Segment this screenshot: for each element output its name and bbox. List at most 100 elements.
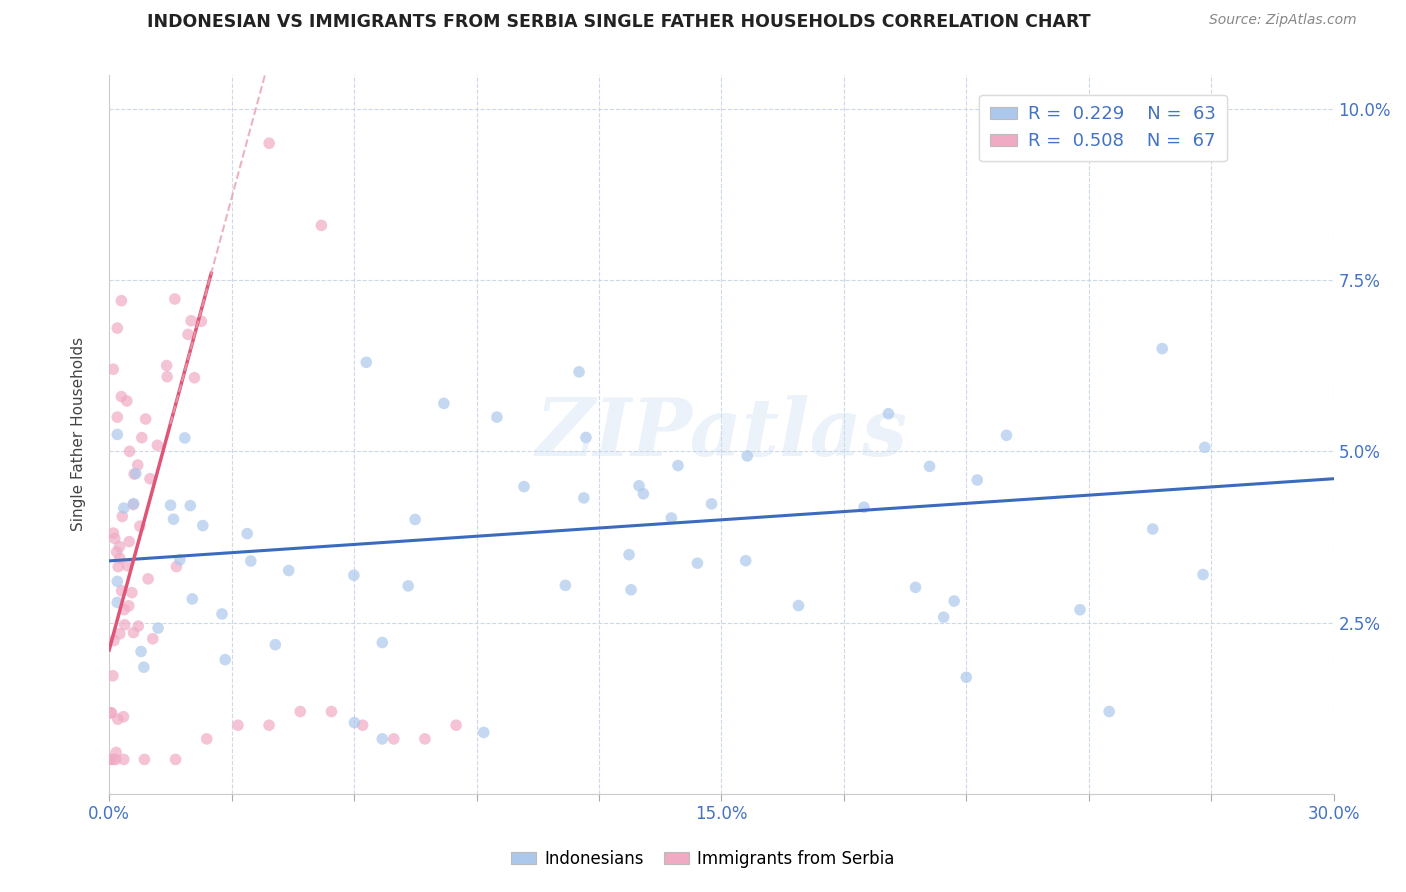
Point xyxy=(132,660,155,674)
Point xyxy=(110,583,132,598)
Point xyxy=(955,670,977,684)
Point xyxy=(98,752,121,766)
Point xyxy=(101,669,124,683)
Point xyxy=(122,625,145,640)
Point xyxy=(135,412,157,426)
Point xyxy=(659,511,682,525)
Point xyxy=(433,396,456,410)
Point xyxy=(114,617,136,632)
Point xyxy=(371,635,394,649)
Point xyxy=(513,480,536,494)
Point xyxy=(1069,603,1091,617)
Point xyxy=(734,554,756,568)
Point xyxy=(396,579,419,593)
Point xyxy=(134,752,156,766)
Point xyxy=(122,498,145,512)
Point xyxy=(177,327,200,342)
Point xyxy=(163,292,186,306)
Point xyxy=(165,559,187,574)
Point xyxy=(118,599,141,613)
Point xyxy=(1152,342,1174,356)
Point xyxy=(264,638,287,652)
Point xyxy=(257,718,280,732)
Point xyxy=(115,393,138,408)
Point xyxy=(108,540,131,554)
Point xyxy=(1192,567,1215,582)
Point xyxy=(108,551,131,566)
Point xyxy=(110,293,132,308)
Point xyxy=(110,390,132,404)
Point xyxy=(195,731,218,746)
Point xyxy=(103,752,125,766)
Point xyxy=(413,731,436,746)
Point xyxy=(118,534,141,549)
Point xyxy=(103,362,125,376)
Point xyxy=(173,431,195,445)
Point xyxy=(686,556,709,570)
Point xyxy=(575,430,598,444)
Y-axis label: Single Father Households: Single Father Households xyxy=(72,337,86,532)
Text: INDONESIAN VS IMMIGRANTS FROM SERBIA SINGLE FATHER HOUSEHOLDS CORRELATION CHART: INDONESIAN VS IMMIGRANTS FROM SERBIA SIN… xyxy=(146,13,1091,31)
Point xyxy=(311,219,333,233)
Point xyxy=(356,355,378,369)
Point xyxy=(125,467,148,481)
Point xyxy=(105,595,128,609)
Point xyxy=(105,427,128,442)
Point xyxy=(103,526,125,541)
Point xyxy=(159,498,181,512)
Legend: R =  0.229    N =  63, R =  0.508    N =  67: R = 0.229 N = 63, R = 0.508 N = 67 xyxy=(979,95,1226,161)
Point xyxy=(181,591,204,606)
Text: ZIPatlas: ZIPatlas xyxy=(536,395,907,473)
Point xyxy=(183,370,205,384)
Point xyxy=(211,607,233,621)
Point xyxy=(146,438,169,452)
Point xyxy=(257,136,280,151)
Point xyxy=(104,752,127,766)
Point xyxy=(382,731,405,746)
Point xyxy=(129,644,152,658)
Point xyxy=(191,518,214,533)
Point xyxy=(904,580,927,594)
Point xyxy=(787,599,810,613)
Point xyxy=(112,501,135,516)
Point xyxy=(122,467,145,481)
Point xyxy=(226,718,249,732)
Point xyxy=(112,752,135,766)
Point xyxy=(1142,522,1164,536)
Point xyxy=(105,545,128,559)
Point xyxy=(179,499,201,513)
Point xyxy=(214,653,236,667)
Point xyxy=(165,752,187,766)
Point xyxy=(105,574,128,589)
Point xyxy=(104,532,127,546)
Point xyxy=(98,706,121,720)
Point xyxy=(627,479,650,493)
Point xyxy=(128,519,150,533)
Point xyxy=(1194,440,1216,454)
Point xyxy=(966,473,988,487)
Point xyxy=(932,610,955,624)
Point xyxy=(146,621,169,635)
Text: Source: ZipAtlas.com: Source: ZipAtlas.com xyxy=(1209,13,1357,28)
Point xyxy=(139,472,162,486)
Point xyxy=(127,619,149,633)
Point xyxy=(103,633,125,648)
Point xyxy=(700,497,723,511)
Point xyxy=(105,746,128,760)
Point xyxy=(554,578,576,592)
Point xyxy=(107,559,129,574)
Point xyxy=(117,558,139,573)
Point xyxy=(131,431,153,445)
Point xyxy=(485,410,508,425)
Point xyxy=(180,314,202,328)
Point xyxy=(100,706,122,720)
Point xyxy=(156,359,179,373)
Point xyxy=(1098,705,1121,719)
Point xyxy=(156,369,179,384)
Point xyxy=(111,509,134,524)
Point xyxy=(472,725,495,739)
Point xyxy=(108,626,131,640)
Point xyxy=(371,731,394,746)
Point xyxy=(105,410,128,425)
Point xyxy=(568,365,591,379)
